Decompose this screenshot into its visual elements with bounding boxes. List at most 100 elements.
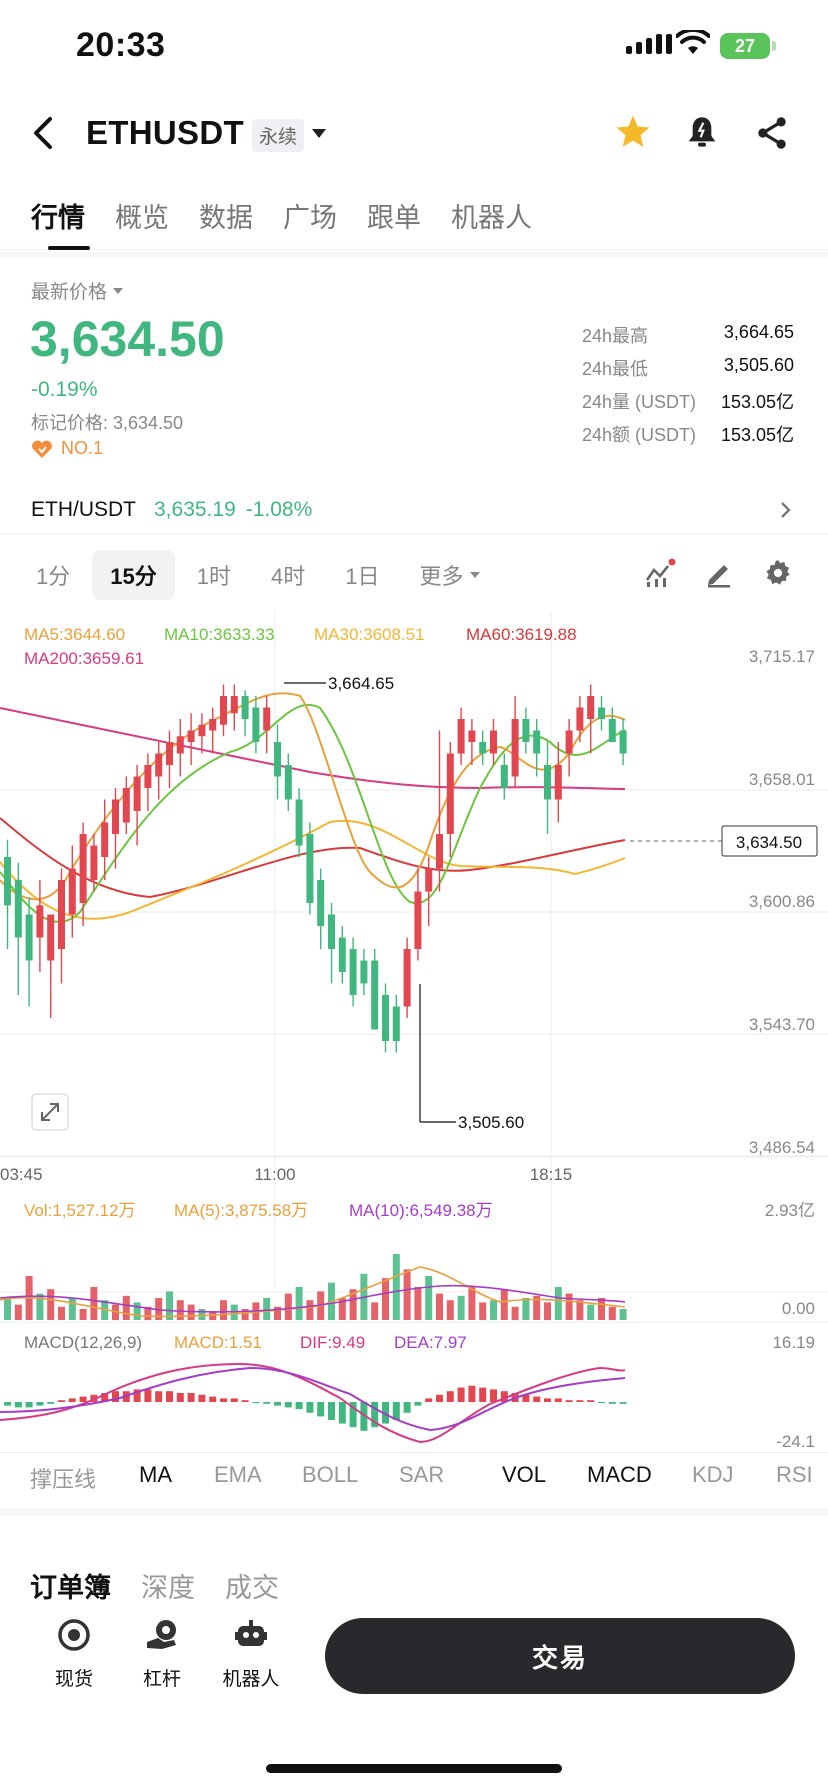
macd-bar [284,1402,292,1408]
candle-body [68,868,76,915]
candle-body [241,696,249,719]
volume-bar [619,1309,627,1320]
candle-body [306,834,314,903]
favorite-star-icon[interactable] [614,114,652,150]
tab-depth[interactable]: 深度 [141,1573,195,1603]
bottom-nav-leverage[interactable]: 杠杆 [122,1618,202,1691]
tab-orderbook[interactable]: 订单簿 [30,1573,111,1603]
macd-bar [144,1389,152,1402]
volume-bar [90,1287,98,1320]
macd-bar [457,1387,465,1402]
price-alert-bell-icon[interactable] [686,114,718,150]
volume-bar [155,1298,163,1320]
tab-copy-trade[interactable]: 跟单 [367,203,421,233]
draw-pen-icon[interactable] [704,558,734,588]
volume-bar [544,1302,551,1320]
macd-bar [112,1391,119,1402]
bottom-nav-bot-label: 机器人 [222,1669,280,1690]
spot-coin-icon [58,1619,90,1651]
volume-bar [565,1293,573,1320]
indicator-boll[interactable]: BOLL [302,1462,359,1487]
candle-body [511,719,519,777]
volume-bar [587,1304,595,1320]
volume-bar [4,1298,11,1320]
volume-bar [598,1298,605,1320]
trade-button[interactable]: 交易 [325,1618,795,1694]
ma30-legend: MA30:3608.51 [314,625,425,644]
indicator-ma[interactable]: MA [139,1462,172,1487]
volume-bar [284,1293,292,1320]
macd-bar [608,1402,616,1404]
interval-1m[interactable]: 1分 [36,564,71,589]
volume-bar [392,1254,400,1320]
macd-bar [274,1402,281,1406]
indicators-icon[interactable] [644,558,676,588]
macd-bar [155,1391,163,1402]
pair-dropdown-icon[interactable] [312,129,326,138]
interval-15m[interactable]: 15分 [92,550,175,600]
candle-body [371,960,379,1030]
indicator-sar[interactable]: SAR [399,1462,445,1487]
tab-market[interactable]: 行情 [16,196,100,250]
vol-axis-bottom: 0.00 [782,1299,815,1318]
bottom-nav-bot[interactable]: 机器人 [211,1618,291,1691]
macd-bar [4,1402,11,1406]
candle-body [403,949,411,1007]
macd-bar [533,1396,541,1402]
tab-data[interactable]: 数据 [199,203,253,233]
indicator-kdj[interactable]: KDJ [692,1462,734,1487]
macd-bar [403,1402,411,1413]
back-arrow-icon[interactable] [30,116,56,150]
volume-bar [338,1298,346,1320]
vol-ma10-line [0,1284,626,1313]
candlestick-chart[interactable]: MA5:3644.60 MA10:3633.33 MA30:3608.51 MA… [0,612,828,1458]
price-axis-label: 3,543.70 [749,1015,815,1034]
tab-square[interactable]: 广场 [283,203,337,233]
candle-body [425,868,433,892]
bottom-nav-spot[interactable]: 现货 [34,1618,114,1691]
spot-pair-name: ETH/USDT [31,497,136,521]
macd-legend-value: MACD:1.51 [174,1333,262,1352]
volume-bar [511,1306,519,1320]
candle-body [576,707,584,731]
macd-bar [479,1387,487,1402]
spot-pair-row[interactable]: ETH/USDT 3,635.19 -1.08% [0,486,828,534]
volume-bar [371,1302,379,1320]
latest-price-label[interactable]: 最新价格 [31,277,124,304]
candle-body [155,753,163,777]
volume-bar [36,1293,44,1320]
ma5-legend: MA5:3644.60 [24,625,125,644]
spot-pair-price: 3,635.19 [154,497,236,521]
macd-bar [349,1402,357,1428]
spot-pair-change: -1.08% [245,497,313,521]
interval-4h[interactable]: 4时 [270,564,306,589]
volume-bar [608,1306,616,1320]
pair-title[interactable]: ETHUSDT [86,114,244,151]
chart-settings-gear-icon[interactable] [764,559,792,587]
section-divider [0,1508,828,1516]
current-price-tag: 3,634.50 [736,833,802,852]
macd-bar [382,1402,389,1424]
interval-more[interactable]: 更多 [401,550,497,600]
indicator-vol[interactable]: VOL [502,1462,547,1487]
indicator-macd[interactable]: MACD [587,1462,652,1487]
indicator-sr-lines[interactable]: 撑压线 [30,1467,97,1492]
share-icon[interactable] [756,116,788,150]
interval-1h[interactable]: 1时 [196,564,231,589]
interval-1d[interactable]: 1日 [345,564,380,589]
tab-bots[interactable]: 机器人 [451,203,532,233]
volume-bar [79,1309,87,1320]
indicator-ema[interactable]: EMA [214,1462,262,1487]
macd-bar [68,1398,76,1402]
macd-legend-label: MACD(12,26,9) [24,1333,142,1352]
indicator-rsi[interactable]: RSI [776,1462,813,1487]
candle-body [284,765,292,800]
macd-bar [490,1389,497,1402]
price-axis-label: 3,486.54 [749,1138,815,1157]
macd-bar [371,1402,379,1428]
chevron-down-icon [113,287,124,294]
fullscreen-expand-icon[interactable] [31,1093,69,1131]
candle-body [479,742,487,754]
tab-trades[interactable]: 成交 [225,1573,279,1603]
tab-overview[interactable]: 概览 [115,203,169,233]
